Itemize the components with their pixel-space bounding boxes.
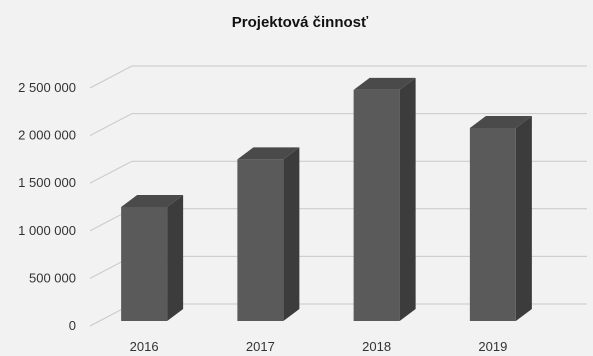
gridline-depth xyxy=(89,113,133,137)
bar-2016 xyxy=(121,207,168,321)
y-tick-label: 2 000 000 xyxy=(18,128,76,143)
bar-2019 xyxy=(469,127,516,321)
x-axis-tick-labels: 2016 2017 2018 2019 xyxy=(130,339,508,354)
y-tick-label: 1 500 000 xyxy=(18,175,76,190)
bar-top-2018 xyxy=(353,77,416,90)
bar-top-2016 xyxy=(121,195,184,207)
bars xyxy=(121,77,532,322)
chart-title: Projektová činnosť xyxy=(232,14,369,31)
x-tick-label: 2017 xyxy=(246,339,275,354)
bar-top-2019 xyxy=(469,115,532,128)
gridline-depth xyxy=(89,160,133,184)
bar-side-2018 xyxy=(399,77,416,322)
y-axis-tick-labels: 0 500 000 1 000 000 1 500 000 2 000 000 2 500… xyxy=(18,80,76,333)
x-tick-label: 2016 xyxy=(130,339,159,354)
bar-2017 xyxy=(237,159,284,321)
gridline-depth xyxy=(89,65,133,89)
bar-2018 xyxy=(353,89,400,322)
y-tick-label: 1 000 000 xyxy=(18,223,76,238)
y-tick-label: 2 500 000 xyxy=(18,80,76,95)
x-tick-label: 2019 xyxy=(478,339,507,354)
bar-side-2017 xyxy=(283,147,300,321)
bar-side-2016 xyxy=(167,195,184,321)
y-tick-label: 500 000 xyxy=(29,270,76,285)
bar-side-2019 xyxy=(515,115,532,321)
bar-top-2017 xyxy=(237,147,300,160)
x-tick-label: 2018 xyxy=(362,339,391,354)
y-tick-label: 0 xyxy=(69,318,76,333)
